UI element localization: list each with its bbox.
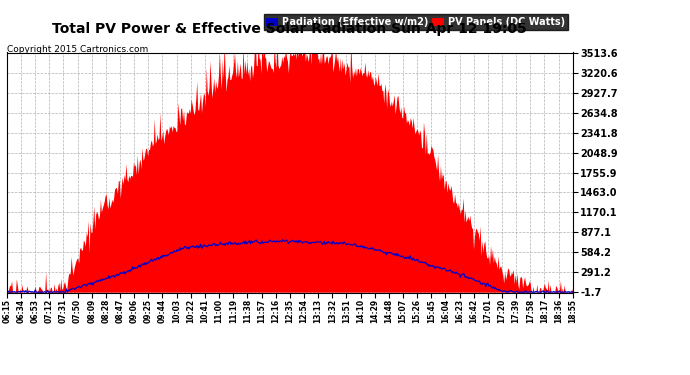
Text: Total PV Power & Effective Solar Radiation Sun Apr 12 19:05: Total PV Power & Effective Solar Radiati…	[52, 22, 527, 36]
Legend: Radiation (Effective w/m2), PV Panels (DC Watts): Radiation (Effective w/m2), PV Panels (D…	[264, 14, 568, 30]
Text: Copyright 2015 Cartronics.com: Copyright 2015 Cartronics.com	[7, 45, 148, 54]
